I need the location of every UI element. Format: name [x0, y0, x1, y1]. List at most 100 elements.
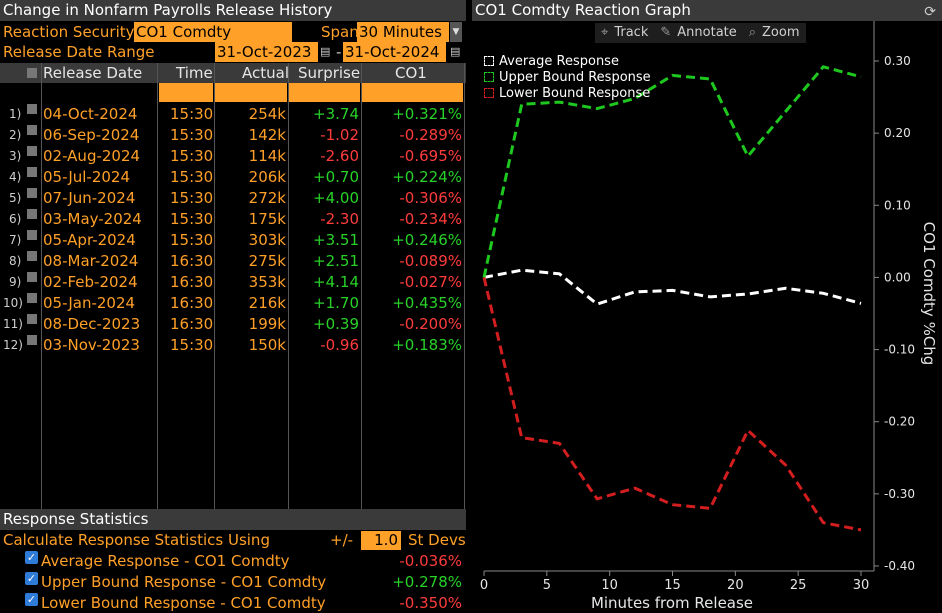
stats-label: Lower Bound Response - CO1 Comdty: [41, 594, 326, 612]
table-row[interactable]: 12) 03-Nov-2023 15:30 150k -0.96 +0.183%: [0, 335, 466, 356]
x-axis-label: Minutes from Release: [591, 594, 753, 611]
table-row[interactable]: 11) 08-Dec-2023 16:30 199k +0.39 -0.200%: [0, 314, 466, 335]
row-checkbox[interactable]: [27, 125, 37, 135]
co1-chg-cell: +0.321%: [392, 105, 462, 123]
row-index: 9): [9, 275, 22, 289]
table-row[interactable]: 6) 03-May-2024 15:30 175k -2.30 -0.234%: [0, 209, 466, 230]
stdev-input[interactable]: 1.0: [361, 531, 401, 550]
select-all-checkbox[interactable]: [27, 68, 37, 78]
time-cell: 15:30: [170, 126, 214, 144]
row-index: 7): [9, 233, 22, 247]
actual-cell: 353k: [248, 273, 286, 291]
zoom-button[interactable]: ⌕ Zoom: [743, 23, 806, 43]
reaction-security-input[interactable]: CO1 Comdty: [134, 22, 292, 42]
table-row[interactable]: 9) 02-Feb-2024 16:30 353k +4.14 -0.027%: [0, 272, 466, 293]
surprise-cell: -0.96: [320, 336, 359, 354]
track-button[interactable]: ⌖ Track: [595, 23, 654, 43]
co1-chg-cell: +0.224%: [392, 168, 462, 186]
table-row[interactable]: 7) 05-Apr-2024 15:30 303k +3.51 +0.246%: [0, 230, 466, 251]
actual-cell: 216k: [248, 294, 286, 312]
release-date-cell: 02-Feb-2024: [43, 273, 138, 291]
legend-average-swatch: [484, 56, 494, 66]
track-label: Track: [614, 25, 649, 40]
row-checkbox[interactable]: [27, 104, 37, 114]
legend-upper[interactable]: Upper Bound Response: [484, 70, 651, 86]
row-checkbox[interactable]: [27, 335, 37, 345]
table-row[interactable]: 8) 08-Mar-2024 16:30 275k +2.51 -0.089%: [0, 251, 466, 272]
time-cell: 15:30: [170, 189, 214, 207]
date-to-input[interactable]: 31-Oct-2024: [343, 42, 446, 62]
surprise-cell: +3.74: [313, 105, 359, 123]
pencil-icon: ✎: [660, 25, 672, 40]
calendar-icon[interactable]: ▤: [320, 45, 331, 58]
row-checkbox[interactable]: [27, 209, 37, 219]
stats-value: -0.036%: [399, 552, 462, 570]
crosshair-icon: ⌖: [601, 25, 609, 40]
surprise-cell: -2.30: [320, 210, 359, 228]
date-from-input[interactable]: 31-Oct-2023: [215, 42, 318, 62]
stats-row: ✓ Average Response - CO1 Comdty -0.036%: [0, 551, 466, 572]
surprise-filter-cell[interactable]: [289, 83, 360, 102]
row-index: 11): [3, 317, 23, 331]
time-cell: 15:30: [170, 105, 214, 123]
calendar-icon[interactable]: ▤: [450, 45, 461, 58]
col-surprise[interactable]: Surprise: [298, 64, 361, 82]
annotate-button[interactable]: ✎ Annotate: [654, 23, 742, 43]
row-checkbox[interactable]: [27, 314, 37, 324]
row-checkbox[interactable]: [27, 293, 37, 303]
zoom-label: Zoom: [762, 25, 800, 40]
span-label: Span: [321, 23, 359, 41]
graph-toolbar: ⌖ Track ✎ Annotate ⌕ Zoom: [595, 23, 806, 43]
reaction-security-row: Reaction Security CO1 Comdty Span 30 Min…: [0, 22, 466, 42]
surprise-cell: +1.70: [313, 294, 359, 312]
row-index: 4): [9, 170, 22, 184]
column-divider: [464, 63, 465, 509]
row-checkbox[interactable]: [27, 251, 37, 261]
table-row[interactable]: 3) 02-Aug-2024 15:30 114k -2.60 -0.695%: [0, 146, 466, 167]
actual-filter-cell[interactable]: [215, 83, 287, 102]
y-tick-label: -0.40: [884, 559, 915, 573]
x-tick-label: 20: [727, 578, 744, 593]
reaction-chart[interactable]: 0.30 0.20 0.10 0.00 -0.10 -0.20 -0.30 -0.40 0 5 10…: [472, 21, 942, 611]
table-row[interactable]: 1) 04-Oct-2024 15:30 254k +3.74 +0.321%: [0, 104, 466, 125]
checkmark-icon[interactable]: ✓: [25, 572, 38, 585]
row-checkbox[interactable]: [27, 188, 37, 198]
row-checkbox[interactable]: [27, 167, 37, 177]
table-row[interactable]: 5) 07-Jun-2024 15:30 272k +4.00 -0.306%: [0, 188, 466, 209]
col-release-date[interactable]: Release Date: [43, 64, 143, 82]
co1-chg-cell: +0.183%: [392, 336, 462, 354]
column-divider: [288, 63, 289, 509]
row-checkbox[interactable]: [27, 146, 37, 156]
chg-filter-cell[interactable]: [362, 83, 463, 102]
col-time[interactable]: Time: [176, 64, 213, 82]
table-row[interactable]: 2) 06-Sep-2024 15:30 142k -1.02 -0.289%: [0, 125, 466, 146]
time-cell: 16:30: [170, 273, 214, 291]
y-tick-label: 0.10: [884, 198, 911, 212]
co1-chg-cell: -0.234%: [399, 210, 462, 228]
surprise-cell: +4.00: [313, 189, 359, 207]
actual-cell: 303k: [248, 231, 286, 249]
release-date-cell: 05-Jan-2024: [43, 294, 136, 312]
time-filter-cell[interactable]: [159, 83, 213, 102]
row-checkbox[interactable]: [27, 272, 37, 282]
release-date-cell: 02-Aug-2024: [43, 147, 141, 165]
checkmark-icon[interactable]: ✓: [25, 551, 38, 564]
table-row[interactable]: 4) 05-Jul-2024 15:30 206k +0.70 +0.224%: [0, 167, 466, 188]
col-actual[interactable]: Actual: [242, 64, 289, 82]
surprise-cell: -2.60: [320, 147, 359, 165]
y-tick-label: -0.10: [884, 343, 915, 357]
checkmark-icon[interactable]: ✓: [25, 593, 38, 606]
refresh-icon[interactable]: ⟳: [924, 4, 936, 20]
actual-cell: 142k: [248, 126, 286, 144]
actual-cell: 254k: [248, 105, 286, 123]
span-select[interactable]: 30 Minutes: [357, 22, 449, 42]
row-checkbox[interactable]: [27, 230, 37, 240]
legend-average[interactable]: Average Response: [484, 54, 651, 70]
actual-cell: 114k: [248, 147, 286, 165]
legend-lower[interactable]: Lower Bound Response: [484, 86, 651, 102]
chevron-down-icon[interactable]: ▼: [450, 22, 462, 42]
co1-chg-cell: -0.089%: [399, 252, 462, 270]
row-index: 6): [9, 212, 22, 226]
table-header: Release Date Time Actual Surprise CO1 %C…: [0, 63, 466, 102]
table-row[interactable]: 10) 05-Jan-2024 16:30 216k +1.70 +0.435%: [0, 293, 466, 314]
